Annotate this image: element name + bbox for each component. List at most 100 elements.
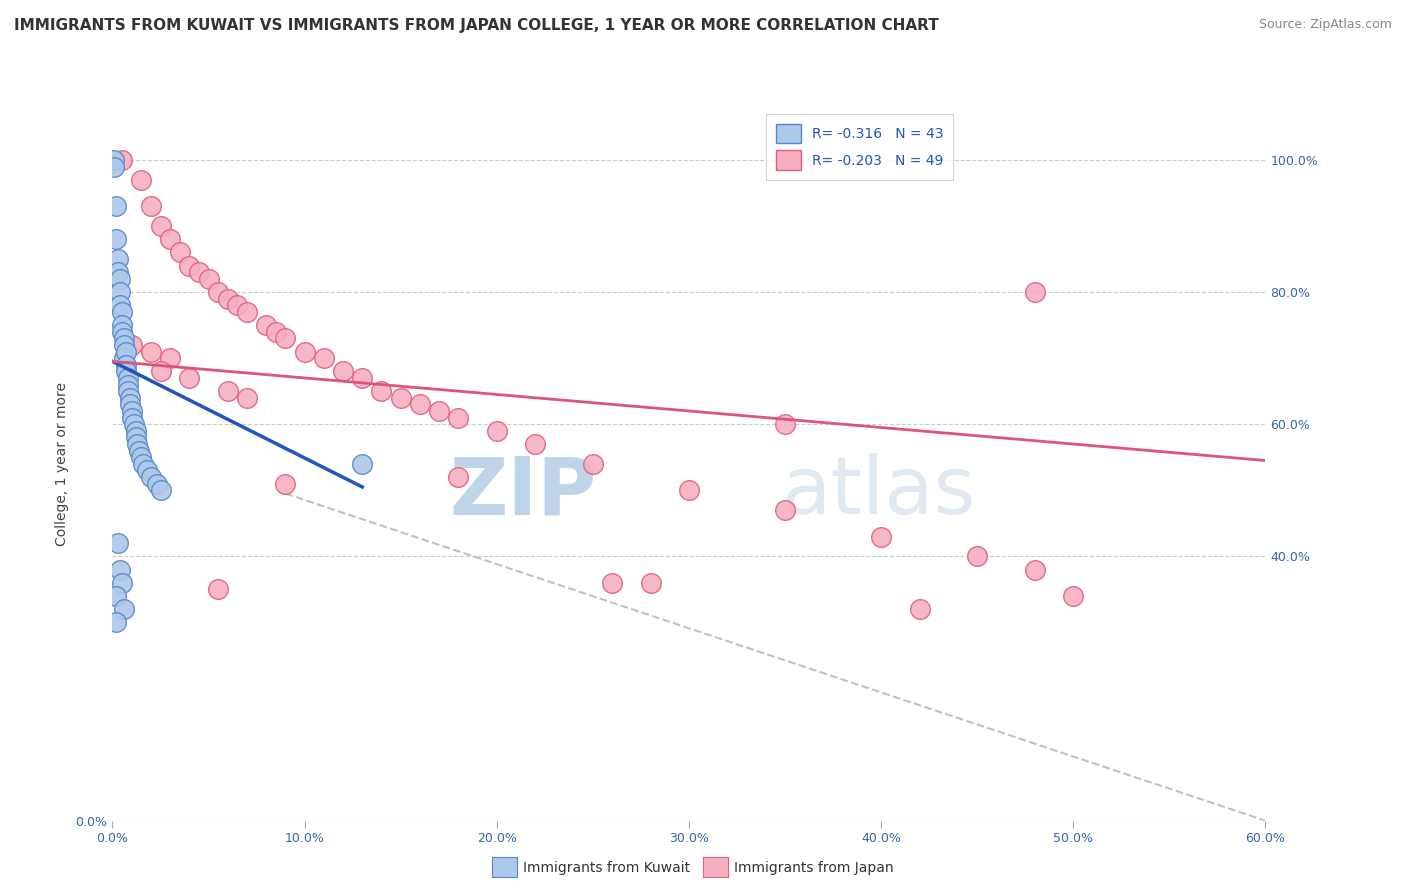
- Point: [139, 344, 162, 359]
- Point: [274, 476, 297, 491]
- Point: [389, 391, 412, 405]
- Point: [111, 318, 134, 332]
- Point: [111, 325, 134, 339]
- Point: [129, 450, 153, 465]
- Point: [121, 404, 143, 418]
- Point: [370, 384, 392, 399]
- Point: [105, 615, 128, 630]
- Point: [121, 410, 143, 425]
- Point: [118, 397, 141, 411]
- Text: atlas: atlas: [782, 453, 976, 532]
- Point: [236, 305, 259, 319]
- Point: [117, 371, 139, 385]
- Point: [112, 338, 135, 352]
- Point: [169, 245, 191, 260]
- Point: [105, 199, 128, 213]
- Point: [409, 397, 432, 411]
- Point: [352, 457, 374, 471]
- Point: [105, 232, 128, 246]
- Point: [264, 325, 287, 339]
- Point: [117, 377, 139, 392]
- Point: [773, 417, 796, 432]
- Point: [274, 331, 297, 345]
- Point: [582, 457, 605, 471]
- Point: [678, 483, 700, 498]
- Point: [117, 384, 139, 399]
- Point: [447, 470, 470, 484]
- Point: [139, 199, 162, 213]
- Point: [115, 364, 138, 378]
- Point: [1024, 563, 1046, 577]
- Point: [115, 358, 138, 372]
- Point: [107, 252, 129, 266]
- Point: [115, 344, 138, 359]
- Point: [129, 172, 153, 186]
- Point: [112, 602, 135, 616]
- Point: [870, 529, 893, 543]
- Point: [108, 298, 131, 312]
- Point: [217, 384, 239, 399]
- Point: [132, 457, 155, 471]
- Point: [107, 536, 129, 550]
- Point: [124, 430, 146, 444]
- Point: [226, 298, 249, 312]
- Point: [118, 391, 141, 405]
- Point: [179, 371, 201, 385]
- Point: [108, 272, 131, 286]
- Point: [600, 575, 623, 590]
- Y-axis label: College, 1 year or more: College, 1 year or more: [55, 382, 69, 546]
- Point: [139, 470, 162, 484]
- Point: [127, 437, 149, 451]
- Point: [103, 160, 125, 174]
- Point: [332, 364, 354, 378]
- Point: [122, 417, 145, 432]
- Text: Source: ZipAtlas.com: Source: ZipAtlas.com: [1258, 18, 1392, 31]
- Point: [640, 575, 662, 590]
- Point: [197, 272, 219, 286]
- Point: [149, 483, 172, 498]
- Point: [524, 437, 547, 451]
- Point: [312, 351, 335, 365]
- Text: Immigrants from Japan: Immigrants from Japan: [734, 861, 894, 875]
- Point: [149, 219, 172, 233]
- Text: ZIP: ZIP: [450, 453, 596, 532]
- Point: [128, 443, 150, 458]
- Point: [108, 285, 131, 299]
- Point: [145, 476, 167, 491]
- Point: [254, 318, 277, 332]
- Point: [124, 424, 146, 438]
- Point: [111, 575, 134, 590]
- Legend: R= -0.316   N = 43, R= -0.203   N = 49: R= -0.316 N = 43, R= -0.203 N = 49: [766, 114, 953, 179]
- Point: [352, 371, 374, 385]
- Point: [112, 351, 135, 365]
- Point: [103, 153, 125, 167]
- Point: [966, 549, 988, 564]
- Point: [236, 391, 259, 405]
- Point: [207, 285, 229, 299]
- Text: IMMIGRANTS FROM KUWAIT VS IMMIGRANTS FROM JAPAN COLLEGE, 1 YEAR OR MORE CORRELAT: IMMIGRANTS FROM KUWAIT VS IMMIGRANTS FRO…: [14, 18, 939, 33]
- Point: [179, 259, 201, 273]
- Point: [149, 364, 172, 378]
- Point: [111, 153, 134, 167]
- Point: [207, 582, 229, 597]
- Point: [159, 351, 181, 365]
- Point: [908, 602, 931, 616]
- Point: [187, 265, 211, 279]
- Point: [111, 305, 134, 319]
- Point: [121, 338, 143, 352]
- Point: [294, 344, 316, 359]
- Point: [159, 232, 181, 246]
- Point: [108, 563, 131, 577]
- Point: [1024, 285, 1046, 299]
- Point: [105, 589, 128, 603]
- Point: [112, 331, 135, 345]
- Point: [485, 424, 508, 438]
- Point: [1062, 589, 1084, 603]
- Point: [427, 404, 450, 418]
- Point: [107, 265, 129, 279]
- Point: [773, 503, 796, 517]
- Point: [447, 410, 470, 425]
- Point: [136, 463, 159, 477]
- Point: [217, 292, 239, 306]
- Text: Immigrants from Kuwait: Immigrants from Kuwait: [523, 861, 690, 875]
